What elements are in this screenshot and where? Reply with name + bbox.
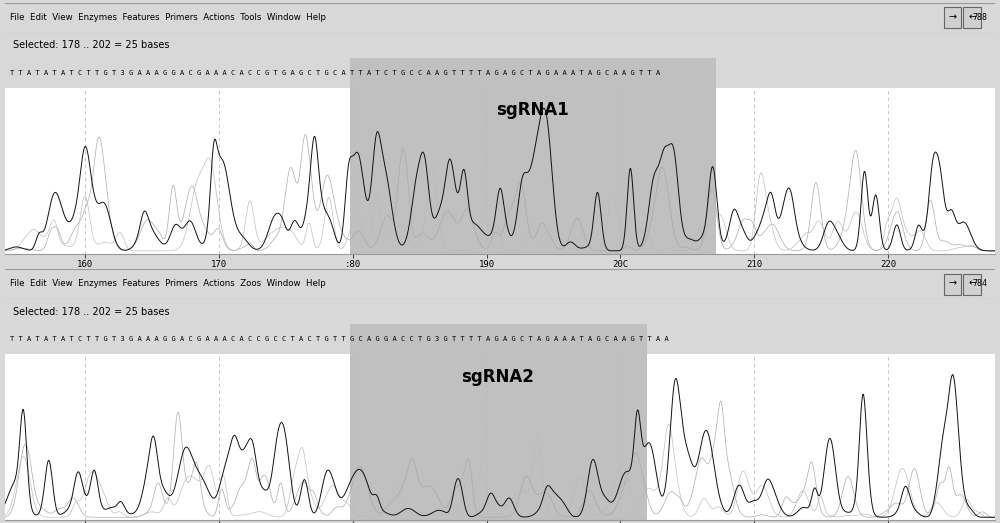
Text: 784: 784 <box>972 279 987 288</box>
FancyBboxPatch shape <box>944 7 961 28</box>
Text: sgRNA2: sgRNA2 <box>462 368 534 386</box>
Text: T T A T A T A T C T T G T 3 G A A A G G A C G A A A C A C C G C C T A C T G T T : T T A T A T A T C T T G T 3 G A A A G G … <box>10 336 669 343</box>
Text: sgRNA1: sgRNA1 <box>496 101 569 119</box>
Bar <box>350 58 716 88</box>
Text: →: → <box>948 279 956 289</box>
Bar <box>350 355 647 520</box>
FancyBboxPatch shape <box>963 7 981 28</box>
Text: →: → <box>948 12 956 22</box>
Text: ←: ← <box>968 279 976 289</box>
Text: Selected: 178 .. 202 = 25 bases: Selected: 178 .. 202 = 25 bases <box>13 307 169 317</box>
Bar <box>350 324 647 355</box>
Text: ←: ← <box>968 12 976 22</box>
FancyBboxPatch shape <box>963 274 981 294</box>
FancyBboxPatch shape <box>944 274 961 294</box>
Text: T T A T A T A T C T T G T 3 G A A A G G A C G A A A C A C C G T G A G C T G C A : T T A T A T A T C T T G T 3 G A A A G G … <box>10 70 660 76</box>
Text: File  Edit  View  Enzymes  Features  Primers  Actions  Tools  Window  Help: File Edit View Enzymes Features Primers … <box>10 13 326 21</box>
Text: 788: 788 <box>972 13 987 21</box>
Text: File  Edit  View  Enzymes  Features  Primers  Actions  Zoos  Window  Help: File Edit View Enzymes Features Primers … <box>10 279 326 288</box>
Bar <box>350 88 716 254</box>
Text: Selected: 178 .. 202 = 25 bases: Selected: 178 .. 202 = 25 bases <box>13 40 169 50</box>
